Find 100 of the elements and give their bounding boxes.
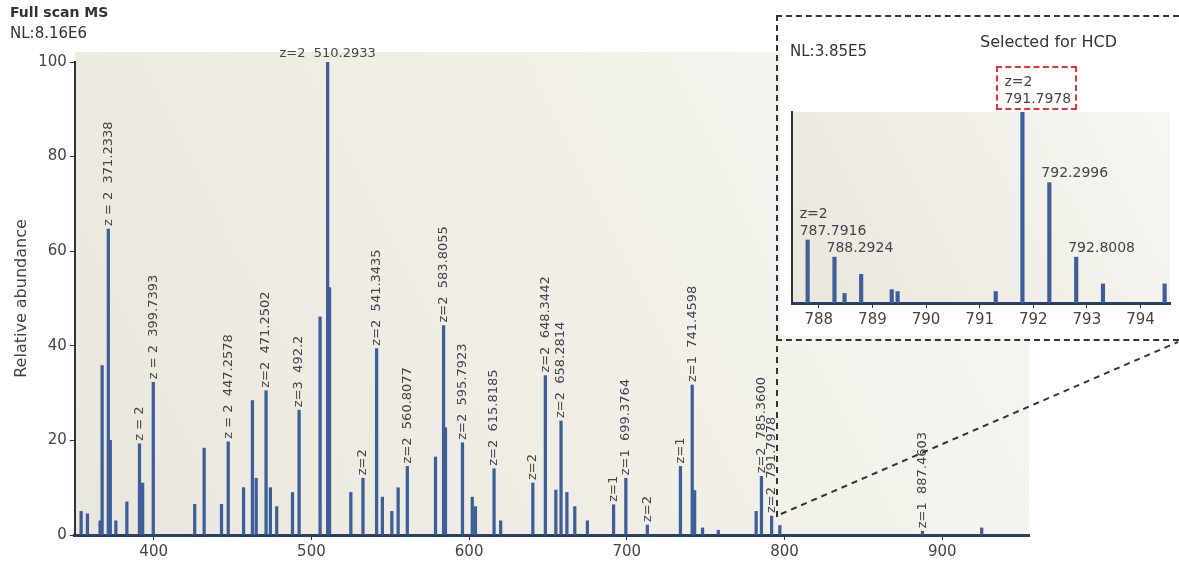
x-tick-label: 793 (1072, 309, 1102, 328)
chart-subtitle: NL:8.16E6 (10, 24, 88, 42)
bar (470, 496, 474, 535)
annotation: z=2 471.2502 (257, 291, 273, 388)
annotation: z=1 699.3764 (617, 378, 633, 476)
y-tick-label: 100 (38, 51, 67, 70)
annotation: z=2 787.7916 (799, 204, 867, 238)
bar (716, 529, 720, 535)
bar (805, 239, 810, 303)
bar (1100, 283, 1106, 303)
bar (250, 400, 255, 535)
bar (565, 492, 569, 535)
bar (559, 420, 563, 535)
bar (290, 492, 295, 535)
bar (624, 477, 628, 535)
y-tick-label: 0 (57, 524, 67, 543)
bar (100, 365, 104, 535)
x-tick-label: 700 (612, 541, 642, 560)
bar (1162, 283, 1167, 303)
bar (585, 520, 590, 535)
bar (396, 487, 400, 535)
annotation: 792.2996 (1041, 164, 1109, 181)
x-tick-label: 800 (770, 541, 799, 560)
y-tick-label: 80 (47, 146, 67, 165)
bar (573, 506, 577, 535)
bar (920, 530, 925, 535)
annotation: z=2 648.3442 (536, 276, 552, 373)
bar (832, 256, 837, 303)
bar (151, 381, 155, 535)
bar (202, 447, 206, 535)
x-tick-label: 400 (139, 541, 169, 560)
annotation: z=2 510.2933 (279, 44, 376, 60)
x-tick-label: 791 (965, 309, 994, 328)
bar (611, 504, 616, 535)
annotation: 788.2924 (826, 238, 894, 255)
annotation: z=1 887.4603 (913, 431, 929, 529)
annotation: z=2 791.7978 (1004, 72, 1072, 106)
bar (374, 348, 379, 535)
bar (79, 511, 83, 535)
bar (193, 503, 197, 535)
y-axis-title: Relative abundance (10, 219, 30, 378)
annotation: z=1 (604, 475, 620, 502)
bar (554, 489, 558, 535)
bar (405, 466, 409, 535)
annotation: z = 2 447.2578 (219, 334, 235, 439)
bar (241, 487, 246, 535)
x-tick-label: 500 (297, 541, 326, 560)
x-tick-label: 788 (804, 309, 834, 328)
bar (754, 511, 758, 535)
bar (297, 409, 301, 535)
bar (361, 477, 365, 535)
annotation: z=3 492.2 (290, 335, 306, 408)
bar (859, 274, 864, 303)
bar (678, 466, 683, 535)
bar (1074, 256, 1079, 303)
bar (318, 316, 322, 535)
x-tick-label: 794 (1126, 309, 1155, 328)
x-tick-label: 600 (454, 541, 484, 560)
bar (85, 513, 90, 535)
bar (543, 375, 547, 535)
bar (895, 291, 900, 303)
text: Selected for HCD (980, 32, 1118, 51)
chart-subtitle: NL:3.85E5 (790, 42, 868, 60)
bar (125, 501, 129, 535)
x-tick-label: 789 (858, 309, 887, 328)
bar (390, 511, 394, 535)
bar (433, 456, 438, 535)
bar (219, 503, 224, 535)
x-tick-label: 792 (1018, 309, 1048, 328)
annotation: z=2 583.8055 (434, 226, 450, 323)
annotation: z=2 560.8077 (398, 367, 414, 464)
bar (499, 520, 503, 535)
bar (1047, 182, 1052, 303)
x-tick-label: 900 (927, 541, 957, 560)
bar (137, 443, 142, 535)
annotation: z=2 595.7923 (453, 343, 469, 440)
x-tick-label: 790 (911, 309, 941, 328)
annotation: z=2 (524, 453, 540, 480)
annotation: z = 2 399.7393 (144, 274, 160, 380)
bar (759, 476, 764, 535)
annotation: z=1 (671, 437, 687, 464)
y-tick-label: 60 (47, 241, 67, 260)
bar (114, 520, 118, 535)
annotation: z=2 (638, 496, 654, 523)
annotation: z=2 (354, 449, 370, 476)
annotation: z = 2 371.2338 (99, 121, 115, 226)
bar (380, 496, 384, 535)
annotation: z = 2 (130, 406, 146, 441)
bar (842, 293, 847, 303)
chart-title: Full scan MS (10, 4, 109, 20)
annotation: z=2 615.8185 (485, 369, 501, 466)
bar (1020, 112, 1025, 303)
bar (993, 291, 998, 303)
bar (778, 525, 782, 535)
bar (349, 492, 353, 535)
bar (769, 515, 774, 535)
bar (889, 289, 894, 303)
bar (275, 506, 279, 535)
bar (531, 482, 535, 535)
annotation: 792.8008 (1068, 238, 1136, 255)
